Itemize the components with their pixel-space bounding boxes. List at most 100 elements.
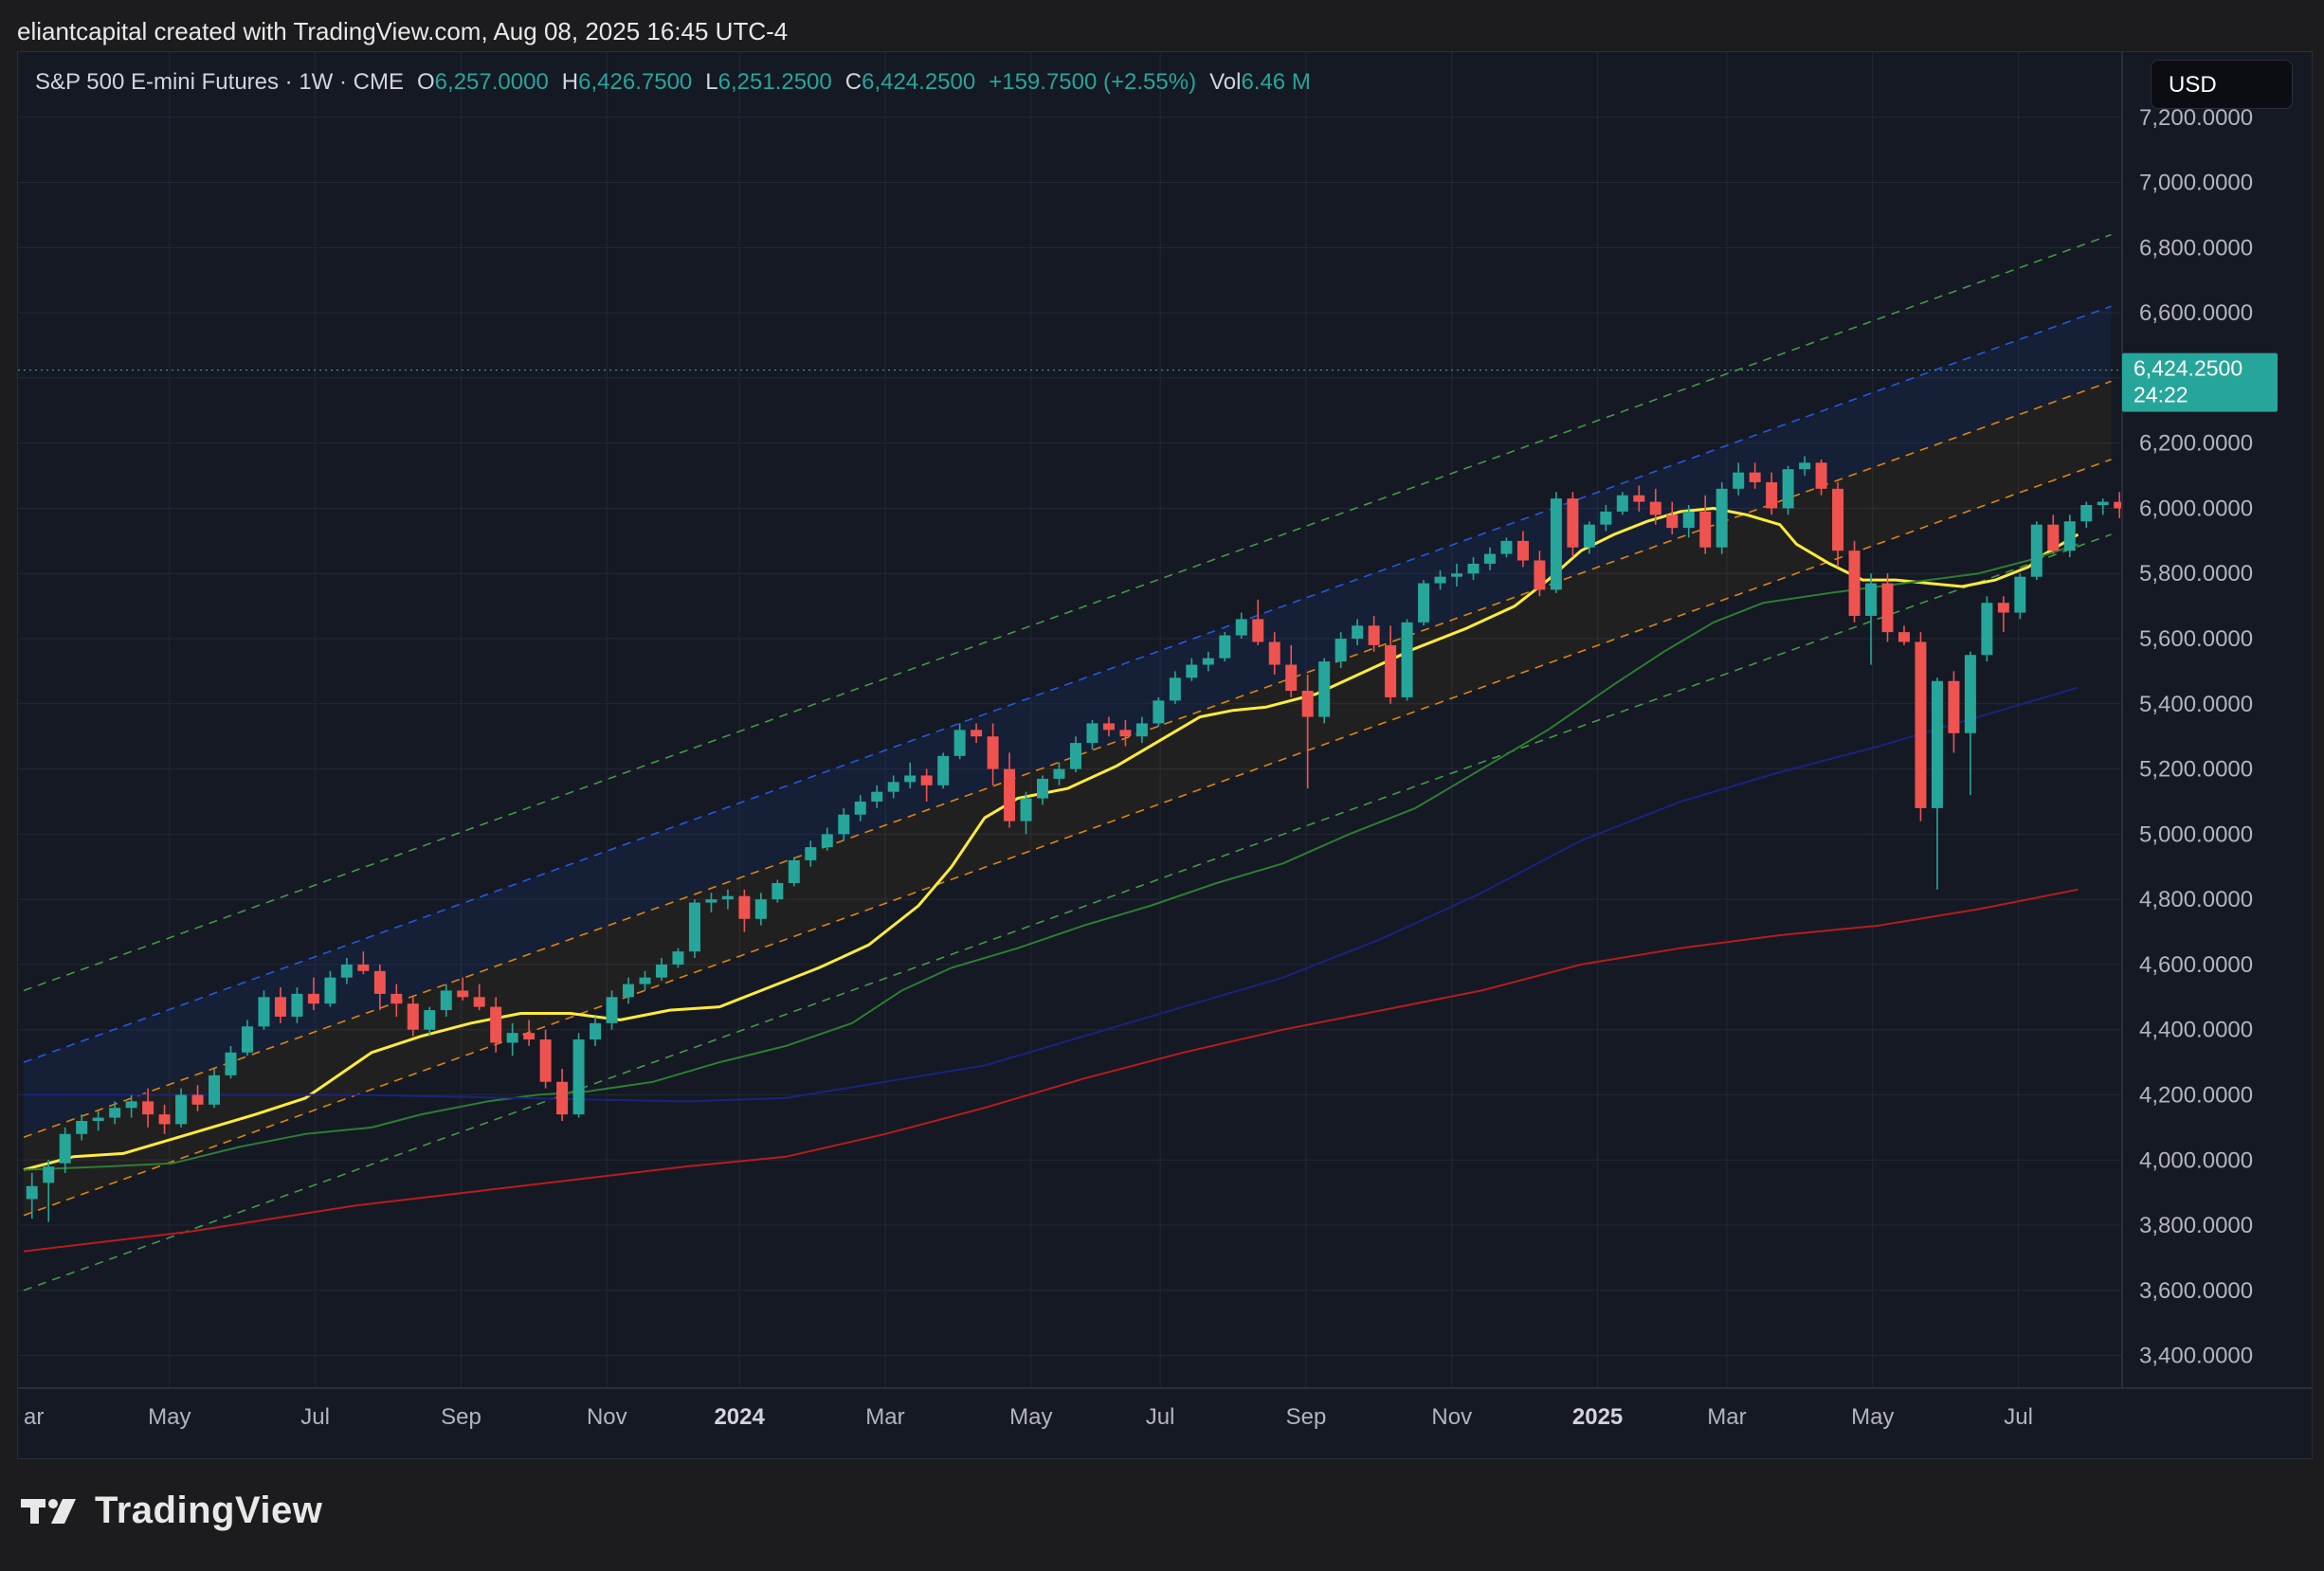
candle-up: [506, 1033, 518, 1043]
candle-down: [1252, 619, 1264, 642]
ohlc-legend: S&P 500 E-mini Futures · 1W · CME O6,257.…: [35, 69, 1311, 96]
candle-up: [871, 791, 883, 802]
candle-down: [2047, 524, 2060, 551]
candle-up: [1135, 723, 1148, 737]
candle-up: [854, 801, 866, 815]
price-axis-tick-label: 3,400.0000: [2139, 1344, 2253, 1369]
candle-down: [407, 1003, 419, 1030]
candle-down: [1633, 495, 1645, 502]
candle-up: [788, 859, 800, 883]
symbol-label: S&P 500 E-mini Futures · 1W · CME: [35, 69, 404, 95]
candle-up: [1865, 583, 1878, 616]
open-label: O: [417, 69, 435, 95]
price-axis-tick-label: 6,600.0000: [2139, 300, 2253, 326]
candle-up: [291, 993, 303, 1017]
volume-label: Vol: [1209, 69, 1242, 95]
tradingview-logo-icon: [21, 1498, 76, 1524]
candle-down: [920, 775, 933, 786]
candle-down: [1004, 768, 1016, 822]
price-chart[interactable]: 7,200.0000 7,000.0000 6,800.0000 6,600.0000…: [18, 52, 2312, 1458]
candle-down: [523, 1033, 536, 1040]
candle-up: [937, 755, 950, 786]
candle-up: [1500, 540, 1513, 554]
candle-up: [1931, 680, 1943, 808]
candle-down: [1948, 680, 1960, 733]
candle-up: [225, 1052, 237, 1075]
candle-down: [191, 1094, 204, 1105]
candle-down: [1915, 641, 1927, 808]
candle-up: [1964, 655, 1976, 733]
moving-average-1: [23, 543, 2079, 1171]
candle-up: [639, 977, 651, 984]
price-axis-tick-label: 6,000.0000: [2139, 496, 2253, 521]
change-value: +159.7500 (+2.55%): [989, 69, 1197, 95]
candle-up: [2080, 505, 2093, 522]
price-axis-tick-label: 3,800.0000: [2139, 1213, 2253, 1238]
candle-down: [158, 1114, 171, 1125]
candle-down: [1666, 515, 1679, 529]
candle-up: [655, 964, 667, 978]
candle-up: [805, 847, 817, 860]
candle-down: [2114, 501, 2126, 509]
price-axis-tick-label: 5,600.0000: [2139, 626, 2253, 652]
candle-down: [390, 993, 403, 1004]
time-axis-tick-label: May: [1851, 1404, 1894, 1430]
candle-up: [424, 1010, 436, 1030]
candle-down: [1699, 511, 1712, 548]
candle-up: [705, 899, 717, 903]
tradingview-brand-text: TradingView: [95, 1490, 323, 1531]
candle-up: [241, 1026, 253, 1053]
candle-up: [1352, 625, 1364, 640]
candle-down: [1815, 462, 1827, 489]
candle-up: [821, 834, 833, 848]
candle-up: [76, 1121, 88, 1134]
chart-panel[interactable]: 7,200.0000 7,000.0000 6,800.0000 6,600.0000…: [17, 51, 2313, 1459]
time-axis-tick-label: Mar: [865, 1404, 904, 1430]
candle-up: [59, 1133, 71, 1164]
channel-line-0: [23, 233, 2112, 992]
time-axis-background: [18, 1388, 2312, 1458]
candle-up: [2030, 524, 2043, 577]
candle-down: [142, 1101, 154, 1115]
price-axis-tick-label: 5,400.0000: [2139, 692, 2253, 717]
time-axis-tick-label: Nov: [587, 1404, 627, 1430]
price-axis-tick-label: 4,000.0000: [2139, 1147, 2253, 1173]
candle-down: [1897, 632, 1910, 642]
candle-up: [2063, 521, 2076, 551]
currency-button[interactable]: USD: [2151, 60, 2293, 109]
channel-band-middle: [24, 381, 2112, 1216]
candle-up: [754, 899, 767, 919]
candle-up: [2097, 501, 2109, 506]
candle-up: [1053, 768, 1065, 779]
candle-up: [1434, 576, 1446, 584]
candle-up: [1733, 472, 1745, 489]
candle-down: [490, 1006, 502, 1043]
high-value: 6,426.7500: [578, 69, 693, 95]
candle-down: [357, 964, 370, 971]
candle-up: [1600, 511, 1612, 525]
candle-up: [1616, 495, 1628, 512]
candle-down: [987, 736, 999, 769]
last-price-tag-value: 6,424.2500: [2133, 356, 2242, 381]
candle-down: [1385, 644, 1397, 697]
time-axis-tick-label: Sep: [1286, 1404, 1327, 1430]
candle-up: [904, 775, 917, 783]
price-axis-background: [2122, 52, 2312, 1458]
candle-up: [572, 1039, 585, 1115]
candle-down: [1516, 540, 1529, 561]
candle-down: [539, 1039, 552, 1082]
candle-down: [1881, 583, 1894, 633]
candle-up: [1418, 583, 1430, 623]
price-axis-tick-label: 6,800.0000: [2139, 235, 2253, 261]
price-axis-tick-label: 4,600.0000: [2139, 952, 2253, 978]
candle-down: [738, 895, 751, 919]
price-axis-tick-label: 5,200.0000: [2139, 757, 2253, 783]
tradingview-logo: TradingView: [21, 1490, 322, 1532]
close-label: C: [844, 69, 862, 95]
candle-up: [1583, 524, 1595, 548]
candle-up: [1153, 700, 1165, 724]
time-axis-tick-label: Jul: [1146, 1404, 1175, 1430]
bar-countdown-timer: 24:22: [2133, 383, 2188, 407]
candle-down: [307, 993, 319, 1004]
candle-up: [953, 730, 966, 756]
